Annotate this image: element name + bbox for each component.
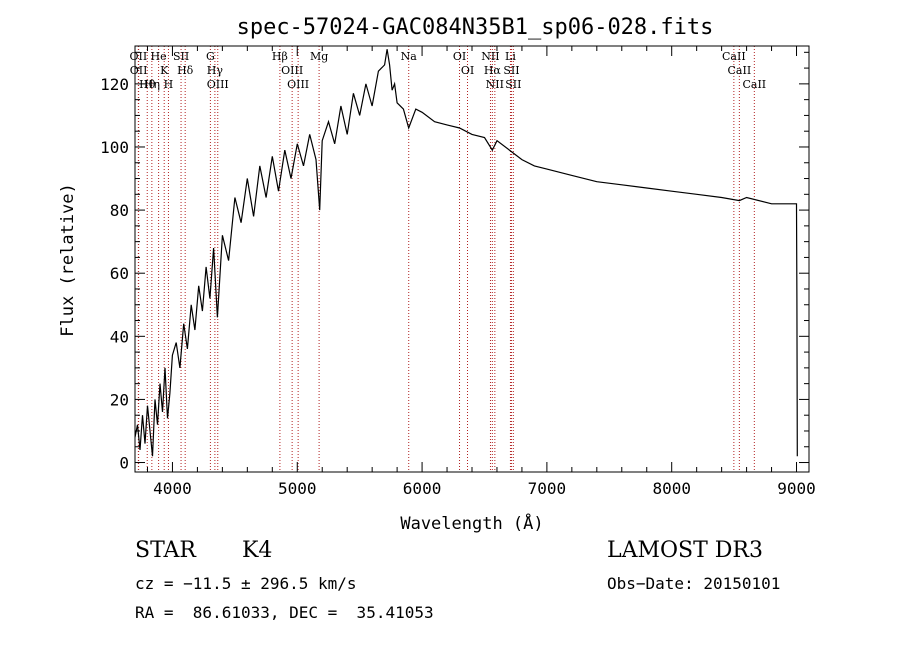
object-subclass: K4 [242,538,273,563]
object-class: STAR [135,538,196,563]
line-marker-label: CaII [742,78,766,91]
y-tick-label: 20 [110,390,129,409]
line-marker-label: Hγ [207,64,224,77]
line-marker-label: Hδ [177,64,194,77]
line-marker-label: Na [401,50,418,63]
line-marker-label: CaII [728,64,752,77]
line-marker-label: OIII [281,64,303,77]
x-tick-label: 8000 [652,479,691,498]
line-marker-label: OI [461,64,474,77]
line-marker-label: SII [503,64,519,77]
x-tick-label: 9000 [777,479,816,498]
y-tick-label: 40 [110,327,129,346]
y-axis: 0 20 40 60 80 100 120 [100,51,809,473]
line-marker-label: SII [173,50,189,63]
survey-name: LAMOST DR3 [607,538,763,563]
x-tick-label: 5000 [278,479,317,498]
line-marker-label: Mg [310,50,328,63]
line-marker-label: Hθ [139,78,156,91]
redshift-velocity: cz = −11.5 ± 296.5 km/s [135,574,357,593]
line-marker-label: K [160,64,169,77]
line-marker-label: Li [505,50,516,63]
line-marker-label: G [206,50,215,63]
y-tick-label: 100 [100,138,129,157]
spectrum-series [134,49,798,457]
line-marker-label: H [164,78,174,91]
chart-title: spec-57024-GAC084N35B1_sp06-028.fits [237,15,714,40]
series-line [134,49,798,457]
line-marker-label: NII [486,78,504,91]
line-marker-label: Hβ [272,50,288,63]
x-tick-label: 6000 [403,479,442,498]
x-tick-label: 7000 [528,479,567,498]
line-marker-label: OI [453,50,466,63]
line-marker-label: OIII [207,78,229,91]
observation-date: Obs−Date: 20150101 [607,574,781,593]
x-axis: 4000 5000 6000 7000 8000 9000 [146,46,816,498]
y-tick-label: 120 [100,75,129,94]
x-axis-label: Wavelength (Å) [400,512,543,534]
line-marker-label: CaII [722,50,746,63]
line-marker-label: SII [505,78,521,91]
x-tick-label: 4000 [153,479,192,498]
y-tick-label: 0 [119,454,129,473]
emission-line-markers [137,46,755,472]
coordinates: RA = 86.61033, DEC = 35.41053 [135,603,434,622]
line-marker-label: OIII [287,78,309,91]
y-tick-label: 60 [110,264,129,283]
line-marker-label: He [151,50,167,63]
line-marker-label: Hη [144,78,160,91]
plot-frame [134,45,810,473]
line-marker-label: OII [130,64,148,77]
y-axis-label: Flux (relative) [58,183,78,337]
line-marker-label: OII [130,50,148,63]
y-tick-label: 80 [110,201,129,220]
line-marker-label: Hα [484,64,502,77]
line-marker-label: NII [481,50,499,63]
